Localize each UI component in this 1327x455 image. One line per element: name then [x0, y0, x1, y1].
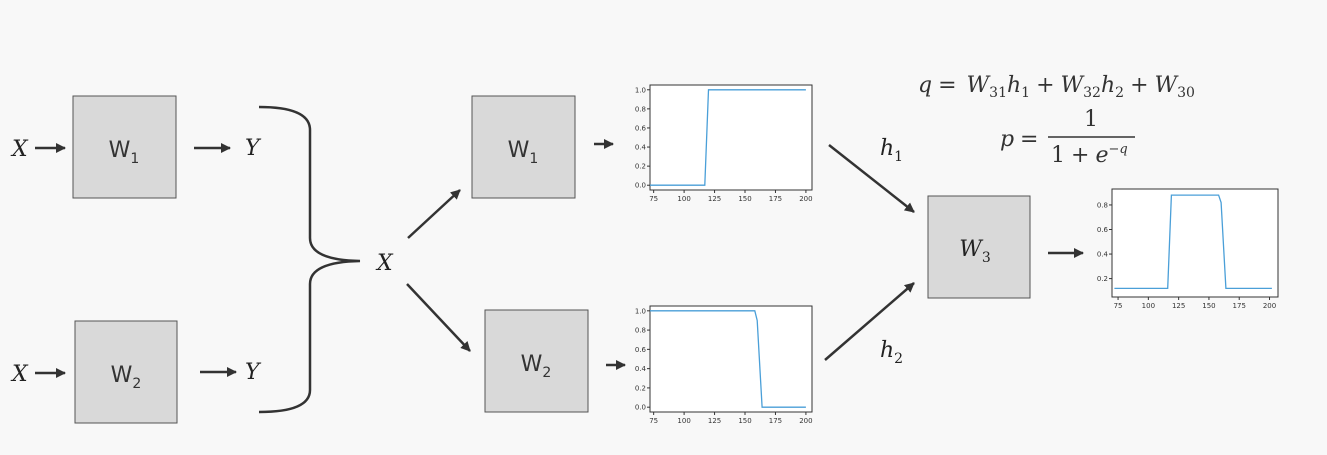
- y-tick-label: 0.0: [635, 404, 646, 412]
- merged-to-w1-arrow: [407, 189, 461, 239]
- x-tick-label: 175: [769, 195, 782, 203]
- mid-top-weight-box: [471, 95, 576, 199]
- plot-frame: [649, 84, 813, 191]
- y-tick-label: 0.8: [635, 105, 646, 113]
- output-weight-label: W3: [959, 237, 991, 266]
- left-bottom-input-label: X: [10, 362, 29, 387]
- x-tick-label: 200: [1263, 302, 1276, 310]
- x-tick-label: 175: [1233, 302, 1246, 310]
- h2-label: h2: [880, 338, 903, 367]
- x-tick-label: 125: [1172, 302, 1185, 310]
- x-tick-label: 100: [1142, 302, 1155, 310]
- x-tick-label: 150: [738, 417, 751, 425]
- series-line: [650, 89, 806, 186]
- h1-activation-plot: 0.0 0.2 0.4 0.6 0.8 1.0 75 100 125 150 175 200: [635, 84, 813, 203]
- x-tick-label: 200: [799, 195, 812, 203]
- left-top-output-label: Y: [245, 136, 262, 161]
- y-tick-label: 0.2: [1097, 275, 1108, 283]
- x-tick-label: 150: [738, 195, 751, 203]
- y-tick-label: 0.6: [635, 124, 647, 132]
- x-tick-label: 75: [649, 417, 658, 425]
- merged-input-label: X: [375, 251, 394, 276]
- series-line: [650, 310, 806, 408]
- left-top-weight-box: [72, 95, 177, 199]
- h1-arrow: [828, 144, 915, 213]
- mid-bottom-weight-box: [484, 309, 589, 413]
- y-tick-label: 0.4: [635, 144, 647, 152]
- x-tick-label: 125: [708, 195, 721, 203]
- y-tick-label: 1.0: [635, 307, 646, 315]
- x-tick-label: 75: [1114, 302, 1123, 310]
- y-tick-label: 0.4: [1097, 251, 1109, 259]
- x-tick-label: 100: [677, 195, 690, 203]
- equation-p: p = 1 1 + e−q: [1000, 107, 1135, 168]
- y-tick-label: 0.2: [635, 384, 646, 392]
- x-tick-label: 150: [1202, 302, 1215, 310]
- y-tick-label: 0.6: [635, 346, 647, 354]
- merged-to-w2-arrow: [406, 283, 471, 352]
- equation-p-numerator: 1: [1084, 107, 1098, 132]
- y-tick-label: 0.0: [635, 182, 646, 190]
- equation-p-lhs: p: [1000, 127, 1014, 152]
- left-bottom-weight-box: [74, 320, 178, 424]
- left-bottom-output-label: Y: [245, 360, 262, 385]
- x-tick-label: 175: [769, 417, 782, 425]
- series-line: [1114, 194, 1272, 290]
- equation-q: q = W31h1 + W32h2 + W30: [918, 73, 1195, 101]
- h2-arrow: [824, 282, 915, 361]
- equation-p-equals: =: [1020, 127, 1038, 152]
- x-tick-label: 200: [799, 417, 812, 425]
- equation-p-denominator: 1 + e−q: [1051, 142, 1128, 168]
- y-tick-label: 1.0: [635, 86, 646, 94]
- left-top-weight-label: W1: [109, 138, 140, 167]
- output-activation-plot: 0.2 0.4 0.6 0.8 75 100 125 150 175 200: [1097, 188, 1279, 310]
- merge-brace: [258, 105, 361, 414]
- x-tick-label: 125: [708, 417, 721, 425]
- mid-top-weight-label: W1: [508, 138, 539, 167]
- x-tick-label: 100: [677, 417, 690, 425]
- plot-frame: [1111, 188, 1279, 298]
- h2-activation-plot: 0.0 0.2 0.4 0.6 0.8 1.0 75 100 125 150 175 200: [635, 305, 813, 425]
- y-tick-label: 0.8: [1097, 201, 1108, 209]
- plot-frame: [649, 305, 813, 413]
- h1-label: h1: [880, 136, 903, 165]
- left-top-input-label: X: [10, 137, 29, 162]
- y-tick-label: 0.2: [635, 163, 646, 171]
- y-tick-label: 0.8: [635, 327, 646, 335]
- left-bottom-weight-label: W2: [111, 363, 142, 392]
- y-tick-label: 0.4: [635, 365, 647, 373]
- x-tick-label: 75: [649, 195, 658, 203]
- y-tick-label: 0.6: [1097, 226, 1109, 234]
- mid-bottom-weight-label: W2: [521, 352, 552, 381]
- output-weight-box: [927, 195, 1031, 299]
